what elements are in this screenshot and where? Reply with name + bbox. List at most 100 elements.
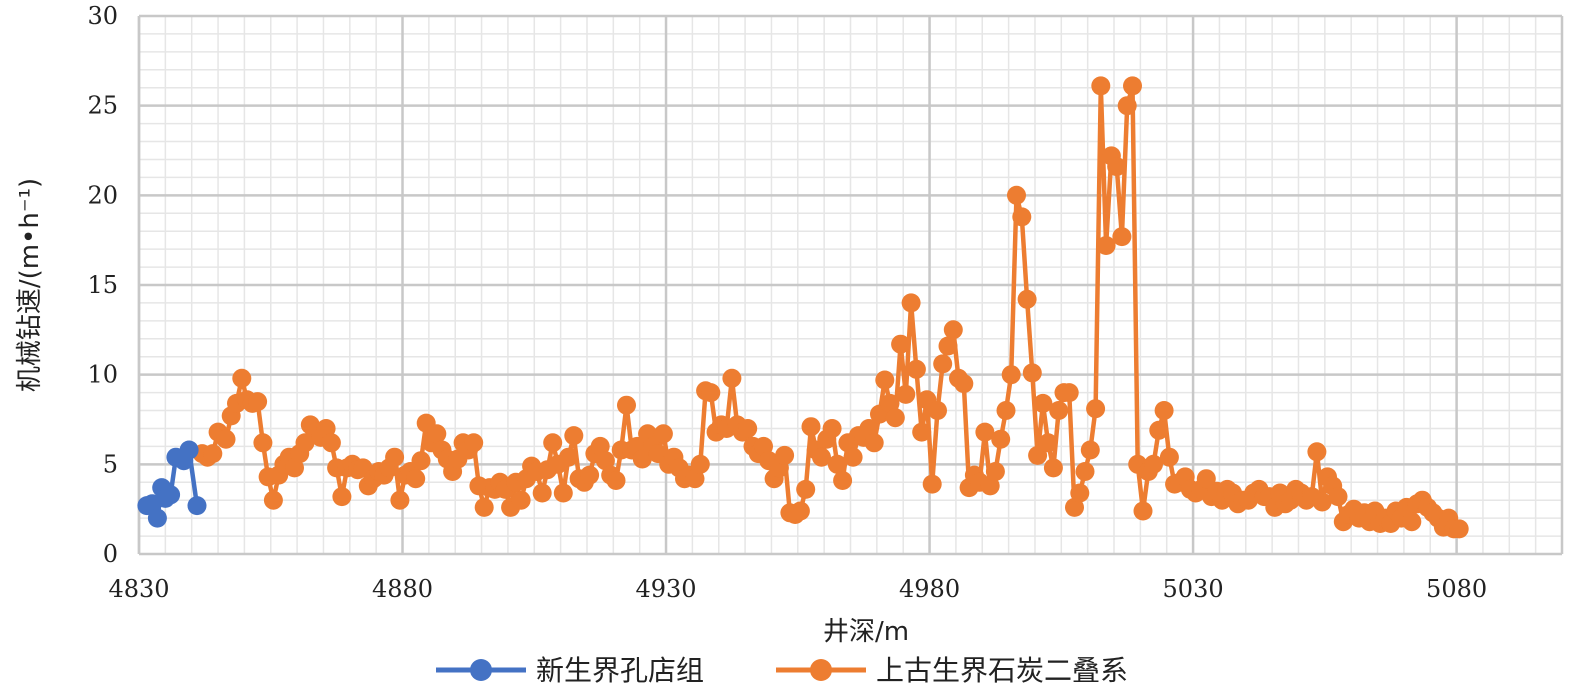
data-point — [880, 393, 900, 413]
data-point — [1096, 236, 1116, 255]
data-point — [775, 445, 795, 465]
data-point — [559, 447, 578, 467]
data-point — [1091, 76, 1111, 96]
x-tick-label: 5080 — [1426, 575, 1487, 603]
data-point — [754, 436, 773, 456]
data-point — [532, 483, 552, 503]
y-tick-label: 0 — [103, 540, 118, 568]
data-point — [543, 433, 563, 453]
data-point — [1144, 454, 1163, 474]
data-point — [938, 336, 958, 356]
data-point — [1075, 462, 1095, 481]
legend: 新生界孔店组 上古生界石炭二叠系 — [436, 654, 1128, 687]
data-point — [1070, 483, 1090, 503]
data-point — [1107, 157, 1127, 177]
series-layer — [137, 76, 1469, 539]
data-point — [1065, 497, 1084, 517]
data-point — [1402, 512, 1422, 532]
data-point — [1159, 447, 1179, 467]
data-point — [1001, 365, 1021, 385]
data-point — [232, 368, 252, 388]
data-point — [885, 408, 905, 428]
data-point — [822, 419, 842, 438]
data-point — [187, 496, 207, 516]
legend-label: 新生界孔店组 — [536, 654, 704, 687]
data-point — [590, 436, 610, 456]
data-point — [1328, 487, 1348, 507]
data-point — [203, 444, 223, 464]
legend-marker — [810, 659, 832, 681]
data-point — [385, 447, 405, 467]
data-point — [161, 485, 181, 505]
data-point — [1149, 420, 1169, 440]
data-point — [922, 474, 942, 494]
data-point — [690, 454, 710, 474]
data-point — [1312, 492, 1332, 512]
data-point — [511, 490, 531, 510]
data-point — [933, 354, 953, 374]
data-point — [906, 359, 926, 379]
data-point — [580, 465, 600, 485]
legend-item-0: 新生界孔店组 — [436, 654, 704, 687]
data-point — [991, 429, 1011, 449]
data-point — [147, 508, 167, 528]
y-tick-label: 15 — [87, 271, 118, 299]
data-point — [617, 395, 636, 415]
data-point — [954, 374, 974, 394]
data-point — [685, 469, 705, 489]
data-point — [1017, 289, 1037, 309]
data-point — [1038, 433, 1058, 453]
data-point — [796, 479, 816, 499]
data-point — [390, 490, 410, 510]
data-point — [1049, 401, 1069, 420]
data-point — [875, 370, 895, 390]
data-point — [975, 422, 995, 442]
data-point — [216, 429, 236, 449]
data-point — [943, 320, 963, 340]
data-point — [1133, 501, 1153, 521]
x-tick-label: 4880 — [372, 575, 433, 603]
data-point — [827, 454, 847, 474]
y-tick-label: 10 — [87, 361, 118, 389]
data-point — [606, 471, 626, 490]
data-point — [474, 497, 494, 517]
data-point — [722, 368, 742, 388]
x-tick-labels: 4830 4880 4930 4980 5030 5080 — [108, 575, 1487, 603]
data-point — [790, 501, 810, 521]
x-tick-label: 4980 — [899, 575, 960, 603]
series-0 — [137, 440, 207, 528]
y-tick-label: 30 — [87, 2, 118, 30]
data-point — [321, 433, 341, 453]
data-point — [248, 392, 268, 412]
data-point — [896, 384, 916, 404]
y-tick-labels: 0 5 10 15 20 25 30 — [87, 2, 118, 568]
data-point — [1022, 363, 1042, 383]
y-tick-label: 25 — [87, 92, 118, 120]
legend-marker — [470, 659, 492, 681]
legend-label: 上古生界石炭二叠系 — [876, 654, 1128, 687]
data-point — [1123, 76, 1142, 96]
data-point — [632, 449, 652, 469]
data-point — [833, 471, 853, 490]
data-point — [738, 419, 758, 438]
data-point — [1028, 445, 1048, 465]
data-point — [595, 451, 615, 471]
data-point — [980, 476, 1000, 496]
series-1 — [192, 76, 1469, 539]
data-point — [406, 469, 426, 489]
data-point — [985, 462, 1005, 481]
data-point — [701, 383, 721, 403]
data-point — [812, 447, 831, 467]
data-point — [843, 447, 863, 467]
data-point — [1080, 440, 1100, 460]
data-point — [653, 424, 673, 444]
data-point — [332, 487, 352, 507]
data-point — [1012, 207, 1032, 227]
data-point — [1086, 399, 1106, 419]
x-axis-label: 井深/m — [823, 617, 909, 647]
data-point — [411, 451, 431, 471]
data-point — [1449, 519, 1469, 539]
data-point — [1033, 393, 1053, 413]
data-point — [1007, 185, 1026, 205]
